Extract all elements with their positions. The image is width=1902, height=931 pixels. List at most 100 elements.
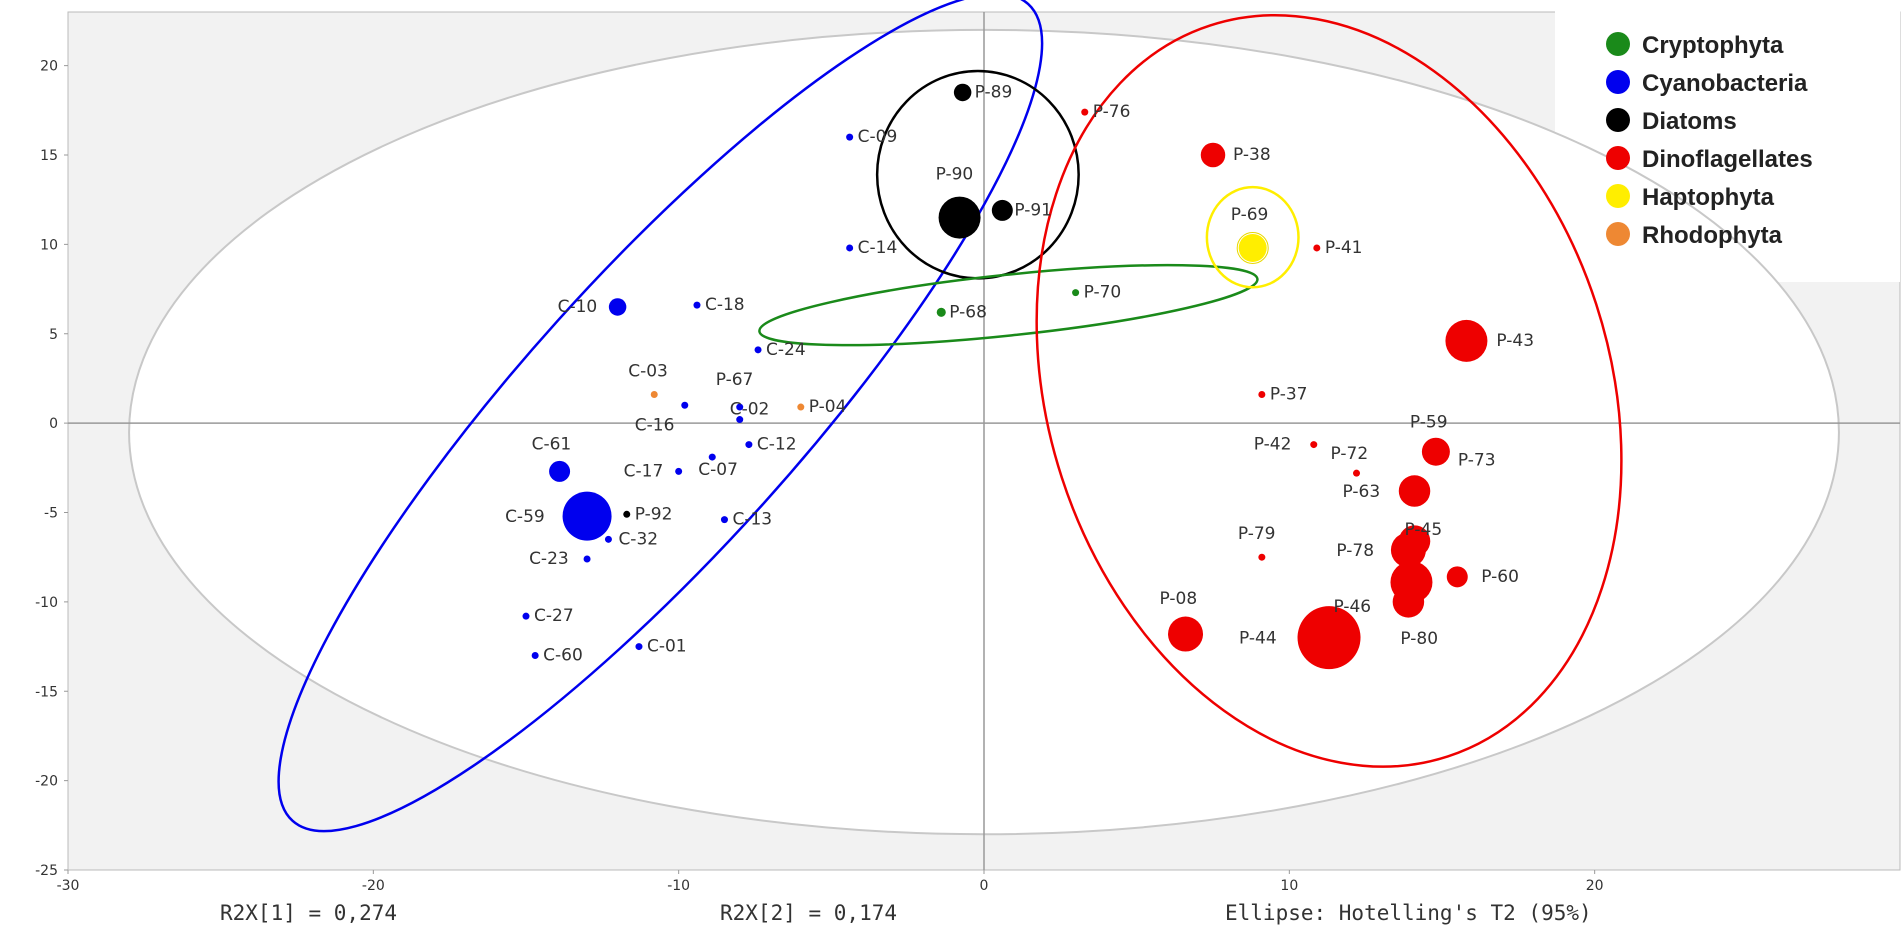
point-label: C-24 <box>766 340 806 360</box>
data-point <box>846 244 854 252</box>
point-label: P-42 <box>1254 435 1292 455</box>
y-tick-label: -25 <box>35 863 58 879</box>
x-tick-label: -10 <box>667 878 690 894</box>
r2x1-label: R2X[1] = 0,274 <box>220 901 397 925</box>
y-tick-label: 20 <box>40 59 58 75</box>
point-label: P-60 <box>1481 567 1519 587</box>
data-point-outline <box>1236 231 1269 264</box>
point-label: P-45 <box>1405 520 1443 540</box>
point-label: P-91 <box>1014 200 1052 220</box>
data-point <box>1238 233 1267 262</box>
point-label: C-59 <box>505 507 545 527</box>
point-label: P-80 <box>1400 629 1438 649</box>
data-point <box>1445 319 1488 362</box>
point-label: C-16 <box>635 415 675 435</box>
y-tick-label: 15 <box>40 148 58 164</box>
data-point <box>1313 244 1321 252</box>
point-label: C-14 <box>858 238 898 258</box>
data-point <box>635 643 643 651</box>
point-label: C-32 <box>618 529 658 549</box>
data-point <box>1310 441 1318 449</box>
data-point <box>1081 108 1089 116</box>
point-label: P-41 <box>1325 238 1363 258</box>
legend-label: Cryptophyta <box>1642 32 1784 59</box>
legend-marker <box>1606 184 1630 208</box>
group-ellipse-cryptophyta <box>758 263 1259 347</box>
point-label: C-07 <box>698 460 738 480</box>
point-label: P-92 <box>635 504 673 524</box>
r2x2-label: R2X[2] = 0,174 <box>720 901 897 925</box>
y-tick-label: -20 <box>35 774 58 790</box>
legend-label: Rhodophyta <box>1642 222 1783 249</box>
point-label: P-67 <box>716 370 754 390</box>
data-point <box>1446 566 1468 588</box>
data-point <box>736 416 744 424</box>
data-point <box>549 460 571 482</box>
point-label: P-78 <box>1336 541 1374 561</box>
point-label: C-13 <box>732 510 772 530</box>
x-tick-label: 20 <box>1586 878 1604 894</box>
data-point <box>604 535 612 543</box>
data-point <box>650 391 658 399</box>
legend-marker <box>1606 70 1630 94</box>
point-label: C-60 <box>543 646 583 666</box>
data-point <box>936 307 946 317</box>
point-label: C-27 <box>534 606 574 626</box>
data-point <box>562 491 612 541</box>
point-label: P-04 <box>809 397 847 417</box>
legend-marker <box>1606 32 1630 56</box>
x-tick-label: -30 <box>57 878 80 894</box>
legend-label: Haptophyta <box>1642 184 1775 211</box>
legend-label: Cyanobacteria <box>1642 70 1808 97</box>
group-ellipse-dinoflagellates <box>1035 14 1623 768</box>
legend-marker <box>1606 108 1630 132</box>
point-label: C-12 <box>757 435 797 455</box>
point-label: P-08 <box>1160 589 1198 609</box>
data-point <box>846 133 854 141</box>
point-label: P-72 <box>1331 444 1369 464</box>
data-point <box>736 403 744 411</box>
x-tick-label: -20 <box>362 878 385 894</box>
ellipse-note: Ellipse: Hotelling's T2 (95%) <box>1225 901 1592 925</box>
data-point <box>623 510 631 518</box>
data-point <box>1258 553 1266 561</box>
point-label: C-09 <box>858 127 898 147</box>
y-tick-label: -5 <box>44 506 58 522</box>
point-label: C-17 <box>624 461 664 481</box>
point-label: P-73 <box>1458 451 1496 471</box>
y-tick-label: 5 <box>49 327 58 343</box>
point-label: P-76 <box>1093 102 1131 122</box>
point-label: P-37 <box>1270 385 1308 405</box>
point-label: C-18 <box>705 295 745 315</box>
data-point <box>1072 289 1080 297</box>
data-point <box>583 555 591 563</box>
data-point <box>675 467 683 475</box>
x-tick-label: 0 <box>980 878 989 894</box>
data-point <box>991 199 1013 221</box>
data-point <box>708 453 716 461</box>
point-label: P-79 <box>1238 524 1276 544</box>
legend-marker <box>1606 146 1630 170</box>
legend-label: Diatoms <box>1642 108 1737 135</box>
point-label: C-23 <box>529 549 569 569</box>
data-point <box>953 83 972 102</box>
point-label: C-01 <box>647 637 687 657</box>
data-point <box>1392 586 1425 618</box>
data-point <box>745 441 753 449</box>
point-label: P-59 <box>1410 413 1448 433</box>
point-label: P-46 <box>1333 597 1371 617</box>
y-tick-label: -15 <box>35 684 58 700</box>
data-point <box>522 612 530 620</box>
data-point <box>1398 475 1431 507</box>
point-label: P-43 <box>1496 331 1534 351</box>
data-point <box>938 196 981 239</box>
point-label: P-68 <box>949 302 987 322</box>
data-point <box>531 652 539 659</box>
y-tick-label: -10 <box>35 595 58 611</box>
data-point <box>1353 469 1361 477</box>
point-label: P-69 <box>1231 205 1269 225</box>
legend: Cryptophyta Cyanobacteria Diatoms Dinoflage… <box>1606 32 1813 249</box>
point-label: P-44 <box>1239 629 1277 649</box>
point-label: P-70 <box>1084 283 1122 303</box>
